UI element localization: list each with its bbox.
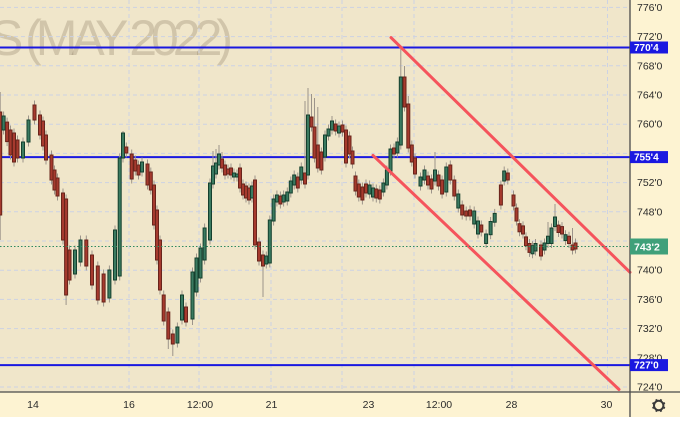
svg-text:770'4: 770'4 [634, 43, 659, 54]
svg-text:S (MAY 2022): S (MAY 2022) [0, 10, 233, 66]
svg-text:12:00: 12:00 [187, 399, 213, 411]
svg-text:743'2: 743'2 [634, 241, 660, 253]
svg-text:755'4: 755'4 [634, 153, 659, 164]
svg-text:736'0: 736'0 [637, 294, 663, 306]
svg-text:727'0: 727'0 [634, 361, 659, 372]
svg-text:30: 30 [601, 399, 613, 411]
svg-text:760'0: 760'0 [637, 119, 663, 131]
svg-text:752'0: 752'0 [637, 177, 663, 189]
svg-text:16: 16 [123, 399, 135, 411]
svg-text:740'0: 740'0 [637, 265, 663, 277]
svg-text:764'0: 764'0 [637, 90, 663, 102]
svg-text:14: 14 [27, 399, 39, 411]
svg-text:772'0: 772'0 [637, 31, 663, 43]
svg-text:776'0: 776'0 [637, 2, 663, 14]
svg-text:12:00: 12:00 [426, 399, 452, 411]
svg-text:28: 28 [506, 399, 518, 411]
svg-text:748'0: 748'0 [637, 206, 663, 218]
svg-text:768'0: 768'0 [637, 60, 663, 72]
svg-text:724'0: 724'0 [637, 382, 663, 394]
svg-text:23: 23 [363, 399, 375, 411]
svg-text:732'0: 732'0 [637, 323, 663, 335]
svg-text:21: 21 [266, 399, 278, 411]
